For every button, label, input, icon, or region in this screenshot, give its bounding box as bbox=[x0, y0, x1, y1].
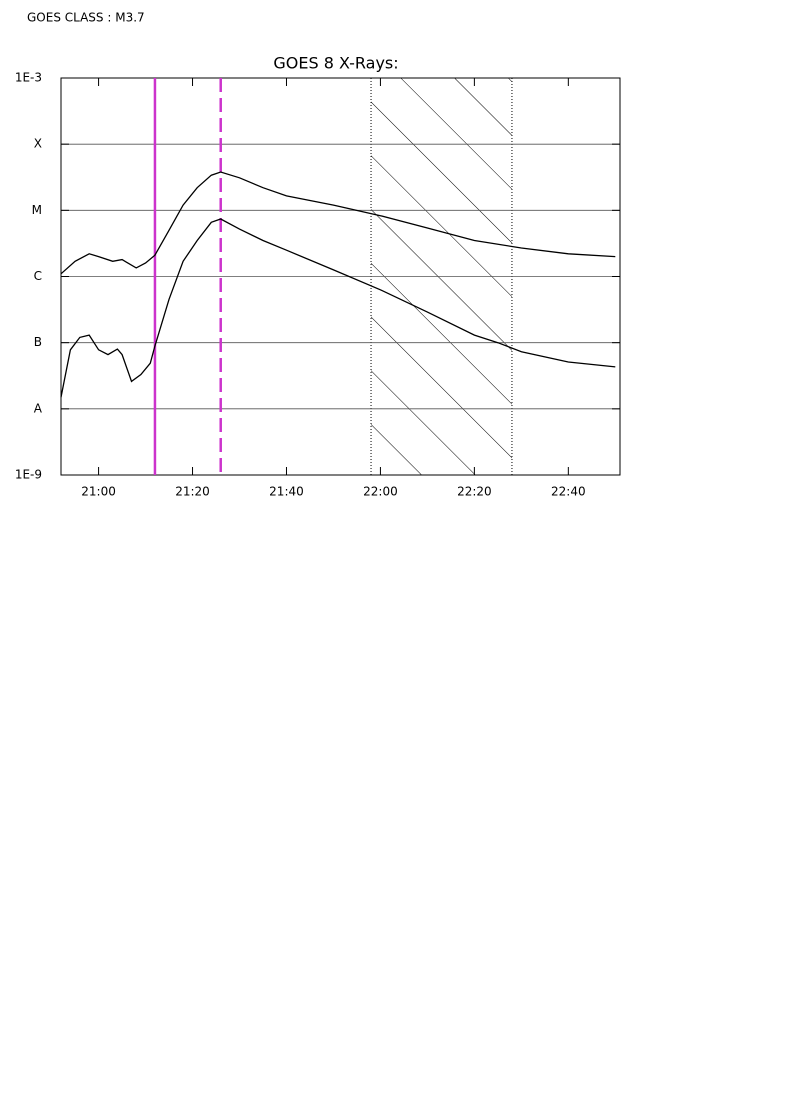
y-tick-label: 1E-3 bbox=[15, 71, 42, 85]
y-tick-label: B bbox=[34, 335, 42, 349]
x-tick-label: 22:00 bbox=[363, 485, 398, 499]
x-tick-label: 22:20 bbox=[457, 485, 492, 499]
x-tick-label: 21:00 bbox=[81, 485, 116, 499]
y-tick-label: M bbox=[32, 203, 42, 217]
x-tick-label: 21:20 bbox=[175, 485, 210, 499]
plot-frame bbox=[60, 77, 621, 476]
y-tick-label: X bbox=[34, 137, 42, 151]
y-tick-label: C bbox=[34, 269, 42, 283]
flux-line bbox=[60, 171, 616, 275]
x-tick-label: 21:40 bbox=[269, 485, 304, 499]
y-tick-label: 1E-9 bbox=[15, 468, 42, 482]
goes-class: GOES CLASS : M3.7 bbox=[27, 11, 145, 25]
chart-title: GOES 8 X-Rays: bbox=[273, 54, 398, 73]
x-tick-label: 22:40 bbox=[551, 485, 586, 499]
y-tick-label: A bbox=[34, 401, 43, 415]
flux-line bbox=[60, 218, 616, 398]
